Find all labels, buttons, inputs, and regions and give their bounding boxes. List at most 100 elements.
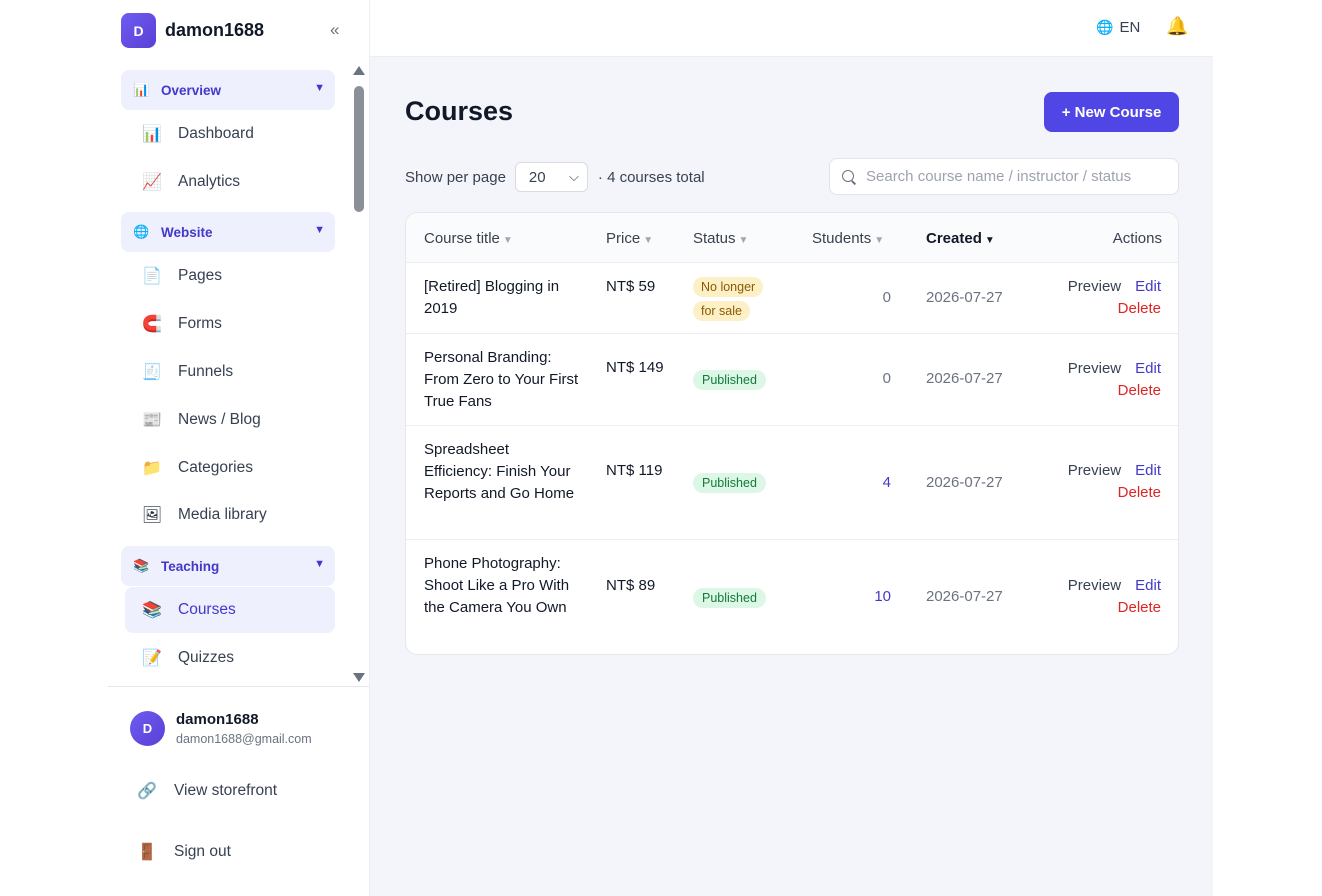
edit-link[interactable]: Edit: [1135, 462, 1161, 479]
nav-group-teaching[interactable]: 📚 Teaching ▼: [121, 546, 335, 586]
memo-icon: 📝: [142, 650, 162, 667]
nav-group-label: Teaching: [161, 558, 220, 574]
books-icon: 📚: [133, 558, 150, 573]
preview-link[interactable]: Preview: [1067, 278, 1122, 295]
search-input[interactable]: [866, 168, 1156, 185]
course-price: NT$ 119: [606, 462, 663, 479]
edit-link[interactable]: Edit: [1135, 278, 1161, 295]
scroll-thumb[interactable]: [354, 86, 364, 212]
sidebar-item-label: News / Blog: [178, 411, 261, 428]
line-chart-icon: 📈: [142, 174, 162, 191]
student-count[interactable]: 4: [882, 474, 891, 491]
search-box[interactable]: [829, 158, 1179, 195]
newspaper-icon: 📰: [142, 412, 162, 429]
edit-link[interactable]: Edit: [1135, 577, 1161, 594]
collapse-sidebar-icon[interactable]: «: [330, 20, 340, 39]
sidebar-item-analytics[interactable]: 📈 Analytics: [125, 158, 335, 206]
nav-group-website[interactable]: 🌐 Website ▼: [121, 212, 335, 252]
table-row: [Retired] Blogging in 2019 NT$ 59 No lon…: [406, 263, 1178, 334]
course-title[interactable]: Spreadsheet Efficiency: Finish Your Repo…: [424, 441, 575, 502]
created-date: 2026-07-27: [926, 588, 1003, 605]
course-price: NT$ 89: [606, 577, 656, 594]
per-page-value: 20: [528, 168, 546, 186]
user-profile[interactable]: D damon1688 damon1688@gmail.com: [130, 711, 312, 746]
course-title[interactable]: [Retired] Blogging in 2019: [424, 278, 560, 317]
sidebar-item-label: Forms: [178, 315, 222, 332]
user-name: damon1688: [176, 711, 259, 728]
sidebar-item-courses[interactable]: 📚 Courses: [125, 587, 335, 633]
status-badge: Published: [693, 588, 766, 608]
student-count[interactable]: 10: [874, 588, 891, 605]
sidebar-item-quizzes[interactable]: 📝 Quizzes: [125, 634, 335, 682]
scroll-down-arrow-icon[interactable]: [353, 673, 365, 682]
nav-group-label: Overview: [161, 82, 222, 98]
preview-link[interactable]: Preview: [1067, 577, 1122, 594]
sort-icon: ▼: [738, 235, 749, 246]
page-icon: 📄: [142, 268, 162, 285]
course-price: NT$ 59: [606, 278, 656, 295]
preview-link[interactable]: Preview: [1067, 360, 1122, 377]
column-header-title[interactable]: Course title ▼: [424, 230, 513, 247]
courses-table: Course title ▼ Price ▼ Status ▼ Students ▼ C…: [405, 212, 1179, 655]
header-label: Created: [926, 230, 982, 247]
caret-down-icon: ▼: [314, 558, 325, 570]
sidebar-item-label: Dashboard: [178, 125, 254, 142]
scroll-up-arrow-icon[interactable]: [353, 66, 365, 75]
nav-group-overview[interactable]: 📊 Overview ▼: [121, 70, 335, 110]
sidebar-item-label: Quizzes: [178, 649, 234, 666]
folder-icon: 📁: [142, 460, 162, 477]
caret-down-icon: ▼: [314, 224, 325, 236]
column-header-status[interactable]: Status ▼: [693, 230, 748, 247]
sidebar-scrollbar[interactable]: [352, 66, 366, 682]
funnel-icon: 🧾: [142, 364, 162, 381]
sidebar-item-pages[interactable]: 📄 Pages: [125, 252, 335, 300]
brand-name: damon1688: [165, 20, 265, 40]
header-label: Actions: [1112, 230, 1162, 247]
delete-link[interactable]: Delete: [1117, 599, 1161, 616]
edit-link[interactable]: Edit: [1135, 360, 1161, 377]
delete-link[interactable]: Delete: [1117, 300, 1161, 317]
books-icon: 📚: [142, 602, 162, 619]
sign-out-link[interactable]: 🚪 Sign out: [136, 842, 231, 862]
bell-icon[interactable]: 🔔: [1166, 16, 1189, 36]
brand-avatar: D: [121, 13, 156, 48]
course-title[interactable]: Phone Photography: Shoot Like a Pro With…: [424, 555, 570, 616]
globe-icon: 🌐: [1096, 19, 1114, 35]
chevron-down-icon: ⌵: [569, 169, 579, 184]
image-icon: 🖼: [141, 507, 163, 524]
language-switcher[interactable]: 🌐 EN: [1096, 19, 1140, 36]
delete-link[interactable]: Delete: [1117, 484, 1161, 501]
top-bar: 🌐 EN 🔔: [370, 0, 1213, 57]
table-header: Course title ▼ Price ▼ Status ▼ Students ▼ C…: [406, 213, 1178, 263]
magnet-icon: 🧲: [142, 316, 162, 333]
page-title: Courses: [405, 96, 514, 126]
student-count: 0: [882, 289, 891, 306]
sidebar-nav: 📊 Overview ▼ 📊 Dashboard 📈 Analytics 🌐 W…: [108, 62, 348, 686]
door-icon: 🚪: [137, 844, 157, 861]
sidebar-item-news-blog[interactable]: 📰 News / Blog: [125, 396, 335, 444]
new-course-button[interactable]: + New Course: [1044, 92, 1179, 132]
column-header-price[interactable]: Price ▼: [606, 230, 653, 247]
nav-group-label: Website: [161, 224, 213, 240]
sidebar-item-dashboard[interactable]: 📊 Dashboard: [125, 110, 335, 158]
sidebar-item-categories[interactable]: 📁 Categories: [125, 444, 335, 492]
sidebar-item-media-library[interactable]: 🖼 Media library: [125, 491, 335, 539]
course-title[interactable]: Personal Branding: From Zero to Your Fir…: [424, 349, 579, 410]
per-page-select[interactable]: 20 ⌵: [514, 162, 588, 192]
brand[interactable]: D damon1688: [121, 13, 264, 48]
header-label: Students: [812, 230, 872, 247]
sidebar-item-label: Funnels: [178, 363, 234, 380]
caret-down-icon: ▼: [314, 82, 325, 94]
sidebar-item-forms[interactable]: 🧲 Forms: [125, 300, 335, 348]
header-label: Status: [693, 230, 736, 247]
delete-link[interactable]: Delete: [1117, 382, 1161, 399]
sidebar-item-funnels[interactable]: 🧾 Funnels: [125, 348, 335, 396]
sign-out-label: Sign out: [174, 843, 231, 860]
globe-icon: 🌐: [133, 224, 150, 239]
column-header-students[interactable]: Students ▼: [812, 230, 884, 247]
sidebar-item-label: Media library: [178, 506, 267, 523]
language-label: EN: [1119, 19, 1141, 36]
view-storefront-link[interactable]: 🔗 View storefront: [136, 781, 277, 801]
preview-link[interactable]: Preview: [1067, 462, 1122, 479]
column-header-created[interactable]: Created ▼: [926, 230, 995, 247]
